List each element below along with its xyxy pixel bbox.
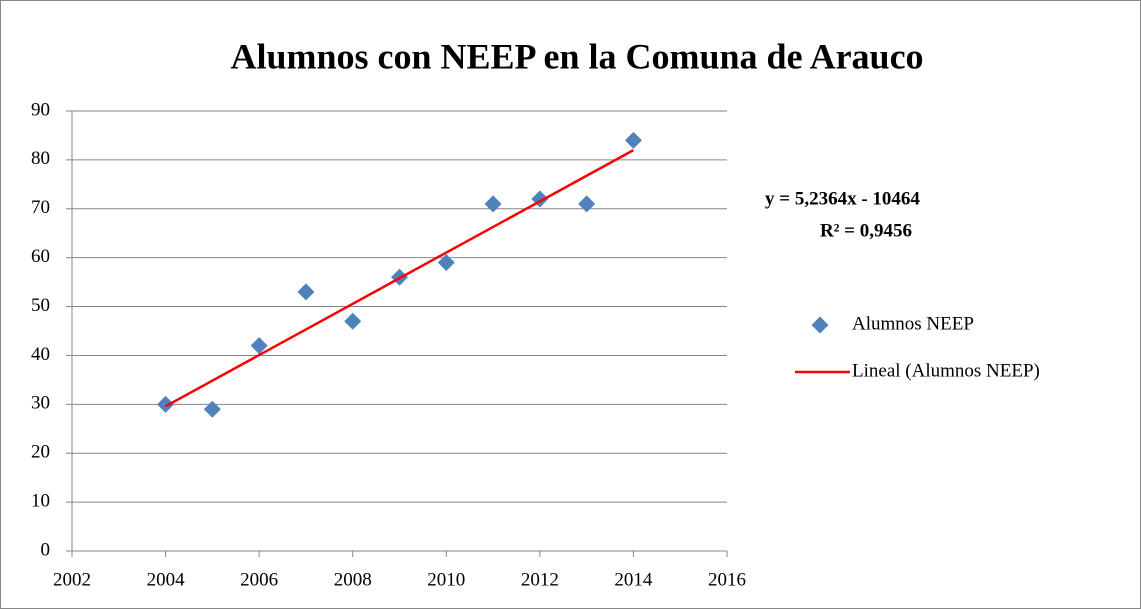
- x-tick-label: 2002: [53, 569, 91, 590]
- data-point: [203, 400, 221, 418]
- trend-r2: R² = 0,9456: [820, 220, 912, 241]
- data-point: [624, 131, 642, 149]
- data-point: [344, 312, 362, 330]
- x-tick-label: 2004: [147, 569, 186, 590]
- trend-equation: y = 5,2364x - 10464: [765, 188, 920, 209]
- y-tick-label: 80: [31, 148, 50, 169]
- data-point: [437, 254, 455, 272]
- y-tick-label: 40: [31, 344, 50, 365]
- y-tick-label: 20: [31, 442, 50, 463]
- legend-label: Lineal (Alumnos NEEP): [852, 360, 1040, 381]
- x-tick-label: 2010: [427, 569, 465, 590]
- data-point: [484, 195, 502, 213]
- x-tick-label: 2008: [334, 569, 372, 590]
- legend-marker: [811, 316, 829, 334]
- x-tick-label: 2006: [240, 569, 278, 590]
- legend-label: Alumnos NEEP: [852, 313, 974, 334]
- y-tick-label: 60: [31, 246, 50, 267]
- x-tick-label: 2014: [614, 569, 653, 590]
- data-point: [578, 195, 596, 213]
- y-tick-label: 10: [31, 490, 50, 511]
- x-tick-label: 2012: [521, 569, 559, 590]
- y-tick-label: 70: [31, 197, 50, 218]
- data-point: [297, 283, 315, 301]
- trend-line: [164, 149, 635, 408]
- x-tick-label: 2016: [708, 569, 746, 590]
- y-tick-label: 50: [31, 295, 50, 316]
- data-point: [157, 395, 175, 413]
- y-tick-label: 90: [31, 99, 50, 120]
- data-point: [250, 337, 268, 355]
- y-tick-label: 30: [31, 393, 50, 414]
- y-tick-label: 0: [41, 539, 51, 560]
- chart-title: Alumnos con NEEP en la Comuna de Arauco: [230, 36, 923, 76]
